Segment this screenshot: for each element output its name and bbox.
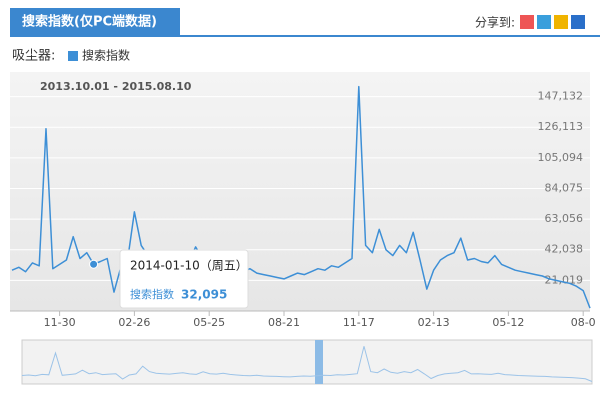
share-icon[interactable]	[520, 15, 534, 29]
x-tick-label: 02-13	[418, 316, 450, 329]
tooltip-date: 2014-01-10（周五）	[130, 259, 248, 273]
tooltip-value: 32,095	[181, 288, 227, 302]
navigator-line	[21, 346, 593, 382]
x-tick-label: 11-17	[343, 316, 375, 329]
legend-swatch	[68, 51, 78, 61]
y-tick-label: 147,132	[538, 90, 584, 103]
keyword: 吸尘器:	[12, 49, 55, 64]
y-tick-label: 84,075	[545, 181, 584, 194]
y-tick-label: 126,113	[538, 120, 584, 133]
tooltip-series: 搜索指数	[130, 287, 174, 301]
title-tab	[10, 8, 180, 36]
y-tick-label: 63,056	[545, 212, 584, 225]
series-line	[11, 85, 591, 309]
plot-area	[10, 72, 590, 311]
tooltip-point	[89, 259, 99, 269]
x-tick-label: 05-25	[193, 316, 225, 329]
chart-title: 搜索指数(仅PC端数据)	[22, 14, 157, 30]
share-label: 分享到:	[475, 15, 515, 30]
share-icon[interactable]	[571, 15, 585, 29]
y-tick-label: 21,019	[545, 273, 584, 286]
y-tick-label: 42,038	[545, 243, 584, 256]
share-icon[interactable]	[537, 15, 551, 29]
date-range: 2013.10.01 - 2015.08.10	[40, 80, 192, 93]
tooltip: 2014-01-10（周五） 搜索指数 32,095	[119, 249, 249, 309]
y-tick-label: 105,094	[538, 151, 584, 164]
x-tick-label: 11-30	[44, 316, 76, 329]
navigator[interactable]	[21, 339, 593, 385]
x-tick-label: 02-26	[118, 316, 150, 329]
share-icon[interactable]	[554, 15, 568, 29]
navigator-handle[interactable]	[315, 340, 323, 384]
x-tick-label: 08-0	[571, 316, 596, 329]
legend-label: 搜索指数	[82, 48, 130, 63]
x-tick-label: 05-12	[492, 316, 524, 329]
tooltip-box	[119, 249, 249, 309]
x-tick-label: 08-21	[268, 316, 300, 329]
